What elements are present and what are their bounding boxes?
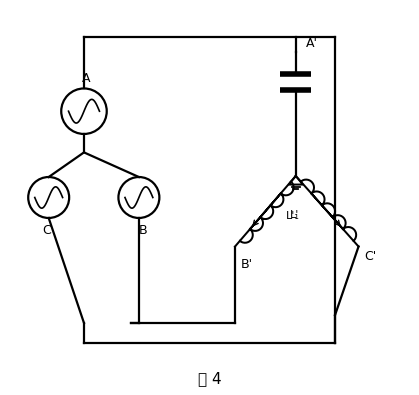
Text: B: B [139,224,147,237]
Text: B': B' [241,258,253,271]
Text: 图 4: 图 4 [198,371,221,386]
Text: C: C [42,224,51,237]
Text: C': C' [365,250,377,263]
Text: L'₁: L'₁ [285,211,299,221]
Text: A': A' [305,38,318,51]
Text: L': L' [290,211,299,220]
Text: A: A [82,71,90,85]
